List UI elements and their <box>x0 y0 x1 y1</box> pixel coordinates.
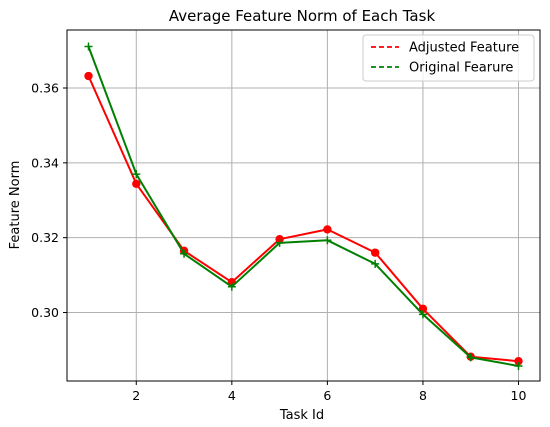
chart-title: Average Feature Norm of Each Task <box>169 7 436 25</box>
data-point-original <box>84 42 93 51</box>
data-point-original <box>132 170 141 179</box>
data-point-adjusted <box>514 356 523 366</box>
data-point-original <box>180 249 189 258</box>
y-tick-label: 0.30 <box>31 305 59 320</box>
legend-label-original: Original Fearure <box>409 61 513 76</box>
x-tick-label: 8 <box>419 388 427 403</box>
series-line-adjusted <box>87 75 519 363</box>
data-point-original <box>227 282 236 291</box>
data-point-original <box>514 362 523 371</box>
y-tick-label: 0.32 <box>31 230 59 245</box>
legend: Adjusted Feature Original Fearure <box>362 34 535 82</box>
x-axis-label: Task Id <box>279 408 324 423</box>
x-ticks: 2 4 6 8 10 <box>132 381 526 403</box>
data-point-adjusted <box>370 248 380 257</box>
series-layer <box>84 42 523 371</box>
data-point-adjusted <box>132 179 141 188</box>
y-ticks: 0.30 0.32 0.34 0.36 <box>31 81 67 320</box>
y-tick-label: 0.36 <box>31 81 59 96</box>
data-point-original <box>323 236 332 245</box>
legend-label-adjusted: Adjusted Feature <box>409 41 519 56</box>
x-tick-label: 10 <box>511 388 527 403</box>
data-point-original <box>371 259 380 268</box>
legend-box <box>362 34 535 82</box>
data-point-adjusted <box>84 71 93 81</box>
data-point-original <box>418 310 427 319</box>
data-point-original <box>275 238 284 247</box>
data-point-adjusted <box>323 225 332 234</box>
y-tick-label: 0.34 <box>31 155 59 170</box>
x-tick-label: 2 <box>132 388 140 403</box>
y-axis-label: Feature Norm <box>8 161 23 250</box>
data-point-original <box>466 353 475 362</box>
x-tick-label: 4 <box>228 388 236 403</box>
x-tick-label: 6 <box>323 388 331 403</box>
plot-frame <box>66 29 541 382</box>
series-line-original <box>87 46 519 367</box>
grid <box>67 30 540 381</box>
